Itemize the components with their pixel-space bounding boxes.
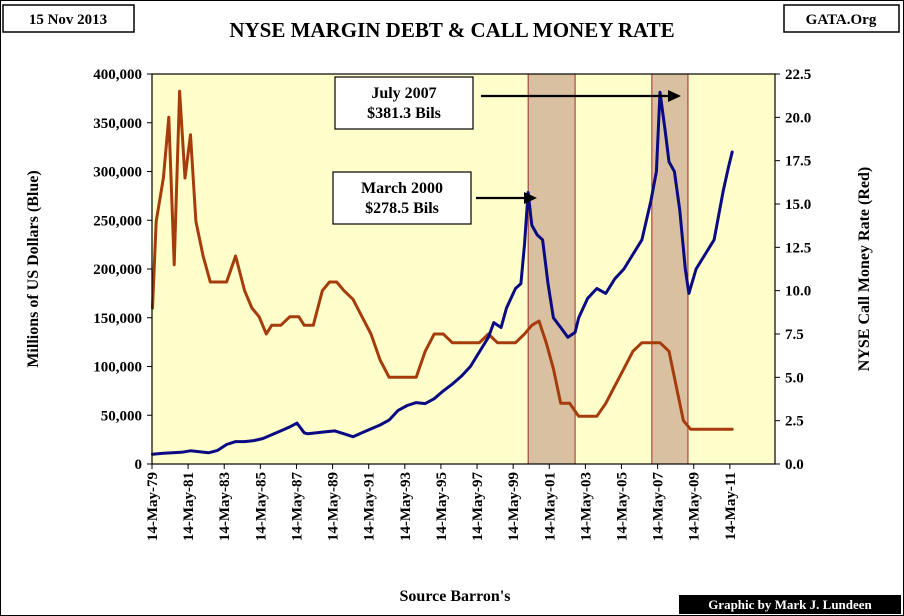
date-box [2,4,135,33]
x-tick-label: 14-May-87 [290,472,306,542]
left-tick-label: 150,000 [93,311,142,327]
x-tick-label: 14-May-83 [217,472,233,541]
x-tick-label: 14-May-05 [615,472,631,541]
x-tick-label: 14-May-99 [506,472,522,541]
left-tick-label: 300,000 [93,165,142,181]
y-axis-label: Millions of US Dollars (Blue) [25,170,42,367]
x-axis-ticks: 14-May-79 14-May-81 14-May-83 14-May-85 14-M… [145,464,739,541]
x-tick-label: 14-May-07 [651,472,667,542]
x-tick-label: 14-May-03 [578,472,594,541]
call-money-rate-line [151,89,734,431]
right-axis-ticks: 0.0 2.5 5.0 7.5 10.0 12.5 15.0 17.5 20.0 22.5 [775,67,811,473]
left-tick-label: 0 [135,457,143,473]
series-lines [151,89,734,456]
right-tick-label: 5.0 [785,370,804,386]
left-axis-ticks: 0 50,000 100,000 150,000 200,000 250,000 300,0… [93,67,152,473]
right-tick-label: 0.0 [785,457,804,473]
site-label: GATA.Org [806,12,877,28]
right-tick-label: 17.5 [785,154,811,170]
annotation-arrowhead-2007 [668,90,681,102]
right-tick-label: 22.5 [785,67,811,83]
annotations: July 2007 $381.3 Bils March 2000 $278.5 … [332,76,681,225]
right-tick-label: 20.0 [785,110,811,126]
plot-border [151,73,776,465]
x-tick-label: 14-May-93 [398,472,414,541]
site-box [783,4,900,33]
x-tick-label: 14-May-79 [145,472,161,541]
right-tick-label: 7.5 [785,327,804,343]
x-tick-label: 14-May-95 [434,472,450,541]
margin-debt-line [151,90,734,456]
x-axis-label: Source Barron's [400,588,511,605]
x-tick-label: 14-May-89 [326,472,342,541]
x-tick-label: 14-May-85 [253,472,269,541]
x-tick-label: 14-May-91 [362,472,378,541]
right-tick-label: 10.0 [785,284,811,300]
annotation-2007-line2: $381.3 Bils [367,105,441,122]
date-label: 15 Nov 2013 [29,12,107,28]
x-tick-label: 14-May-81 [181,472,197,541]
annotation-box-2000 [332,171,472,225]
annotation-arrowhead-2000 [524,192,537,204]
credit-label: Graphic by Mark J. Lundeen [708,597,872,612]
shaded-period-0 [527,73,576,465]
annotation-2007-line1: July 2007 [371,85,436,102]
left-tick-label: 50,000 [101,408,142,424]
right-tick-label: 12.5 [785,240,811,256]
x-tick-label: 14-May-09 [687,472,703,541]
y2-axis-label: NYSE Call Money Rate (Red) [856,167,873,371]
left-tick-label: 400,000 [93,67,142,83]
left-tick-label: 200,000 [93,262,142,278]
x-tick-label: 14-May-11 [723,472,739,540]
credit-box [679,595,901,614]
right-tick-label: 2.5 [785,414,804,430]
x-tick-label: 14-May-01 [542,472,558,541]
x-tick-label: 14-May-97 [470,472,486,542]
annotation-2000-line2: $278.5 Bils [365,200,439,217]
chart-title: NYSE MARGIN DEBT & CALL MONEY RATE [229,18,674,42]
annotation-2000-line1: March 2000 [361,180,443,197]
right-tick-label: 15.0 [785,197,811,213]
annotation-box-2007 [334,76,474,130]
left-tick-label: 100,000 [93,360,142,376]
left-tick-label: 350,000 [93,116,142,132]
left-tick-label: 250,000 [93,213,142,229]
